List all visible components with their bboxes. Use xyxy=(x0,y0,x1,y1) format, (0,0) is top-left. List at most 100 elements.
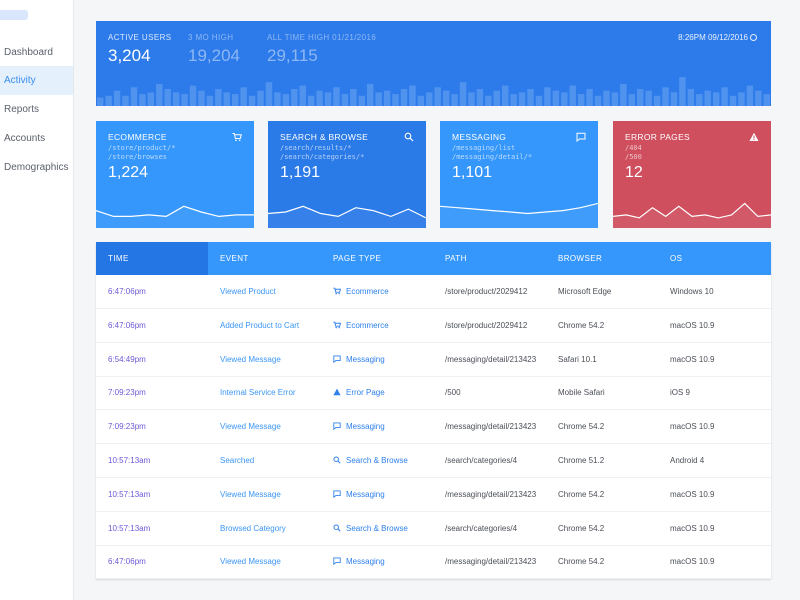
activity-bar xyxy=(299,85,306,106)
cell-event[interactable]: Viewed Message xyxy=(220,354,281,364)
sidebar-item-activity[interactable]: Activity xyxy=(0,66,73,95)
activity-bar xyxy=(341,94,349,106)
cell-page-type: Messaging xyxy=(333,478,385,512)
activity-bar xyxy=(333,87,340,106)
all-time-high-label: ALL TIME HIGH 01/21/2016 xyxy=(267,33,377,42)
cell-time: 6:47:06pm xyxy=(108,287,146,296)
column-header-time[interactable]: TIME xyxy=(96,242,208,275)
activity-bar xyxy=(451,94,458,106)
page-type-label: Search & Browse xyxy=(346,456,408,465)
table-row[interactable]: 6:47:06pm Viewed Product Ecommerce/store/p… xyxy=(96,275,771,309)
sidebar-item-accounts[interactable]: Accounts xyxy=(0,124,73,153)
page-type-label: Ecommerce xyxy=(346,320,389,330)
activity-bar xyxy=(603,90,610,106)
card-error-pages[interactable]: ERROR PAGES /404 /500 12 xyxy=(613,121,771,228)
activity-bar xyxy=(628,94,635,106)
cell-event[interactable]: Browsed Category xyxy=(220,523,286,533)
cell-os: macOS 10.9 xyxy=(670,523,715,533)
activity-bar xyxy=(367,83,374,106)
cell-browser: Chrome 54.2 xyxy=(558,320,605,330)
cell-browser: Safari 10.1 xyxy=(558,354,597,364)
card-path: /store/product/* xyxy=(108,144,176,152)
column-header-os[interactable]: OS xyxy=(670,254,683,263)
sparkline-area xyxy=(268,206,426,228)
sidebar-item-label: Reports xyxy=(4,104,40,115)
active-users-panel: ACTIVE USERS 3,204 3 MO HIGH 19,204 ALL … xyxy=(96,21,771,106)
cell-page-type: Messaging xyxy=(333,343,385,377)
card-search-browse[interactable]: SEARCH & BROWSE /search/results/* /searc… xyxy=(268,121,426,228)
table-row[interactable]: 10:57:13am Browsed Category Search & Brows… xyxy=(96,512,771,546)
active-users-stat: ACTIVE USERS 3,204 xyxy=(108,33,171,66)
cell-browser: Chrome 54.2 xyxy=(558,489,605,499)
cell-event[interactable]: Viewed Product xyxy=(220,287,276,296)
cell-event[interactable]: Added Product to Cart xyxy=(220,320,300,330)
table-row[interactable]: 6:47:06pm Viewed Message Messaging/messagi… xyxy=(96,545,771,580)
cell-browser: Chrome 51.2 xyxy=(558,456,605,465)
cell-path: /messaging/detail/213423 xyxy=(445,489,537,499)
column-header-event[interactable]: EVENT xyxy=(220,254,249,263)
activity-bar xyxy=(156,83,163,106)
cell-path: /messaging/detail/213423 xyxy=(445,557,537,567)
cell-page-type: Messaging xyxy=(333,410,385,444)
activity-bar xyxy=(358,95,365,106)
activity-bar xyxy=(375,92,382,106)
table-row[interactable]: 6:54:49pm Viewed Message Messaging/messagi… xyxy=(96,343,771,377)
activity-bar xyxy=(442,90,450,106)
card-ecommerce[interactable]: ECOMMERCE /store/product/* /store/browse… xyxy=(96,121,254,228)
card-path: /messaging/detail/* xyxy=(452,153,533,161)
cell-os: iOS 9 xyxy=(670,388,691,398)
warning-icon xyxy=(749,132,759,141)
table-row[interactable]: 7:09:23pm Viewed Message Messaging/messagi… xyxy=(96,410,771,445)
card-value: 12 xyxy=(625,164,643,181)
activity-bar xyxy=(139,94,146,106)
activity-bar xyxy=(679,77,686,106)
column-header-browser[interactable]: BROWSER xyxy=(558,254,603,263)
cell-event[interactable]: Searched xyxy=(220,456,255,465)
activity-bar xyxy=(434,87,441,106)
cell-page-type: Error Page xyxy=(333,376,385,410)
cell-page-type: Ecommerce xyxy=(333,309,389,343)
table-row[interactable]: 7:09:23pm Internal Service Error Error Pag… xyxy=(96,376,771,411)
activity-bar xyxy=(459,82,467,106)
activity-bar xyxy=(324,92,332,106)
cell-event[interactable]: Internal Service Error xyxy=(220,388,296,398)
table-row[interactable]: 10:57:13am Searched Search & Browse/search… xyxy=(96,444,771,478)
sparkline xyxy=(268,205,426,219)
page-type-label: Search & Browse xyxy=(346,523,408,533)
cell-os: macOS 10.9 xyxy=(670,422,715,432)
sidebar-item-label: Activity xyxy=(4,75,36,86)
activity-bar xyxy=(485,95,492,106)
card-messaging[interactable]: MESSAGING /messaging/list /messaging/det… xyxy=(440,121,598,228)
page-type-label: Ecommerce xyxy=(346,287,389,296)
activity-bar xyxy=(468,92,475,106)
column-header-page-type[interactable]: PAGE TYPE xyxy=(333,254,382,263)
cell-path: /messaging/detail/213423 xyxy=(445,354,537,364)
active-users-value: 3,204 xyxy=(108,46,151,65)
activity-bar xyxy=(172,92,180,106)
cell-event[interactable]: Viewed Message xyxy=(220,489,281,499)
cell-browser: Chrome 54.2 xyxy=(558,523,605,533)
sparkline-area xyxy=(96,206,254,228)
activity-bar xyxy=(215,89,222,106)
sidebar-item-reports[interactable]: Reports xyxy=(0,95,73,124)
card-path: /search/categories/* xyxy=(280,153,365,161)
activity-bar xyxy=(721,87,728,106)
activity-bar xyxy=(653,95,661,106)
activity-bar xyxy=(147,92,155,106)
column-header-path[interactable]: PATH xyxy=(445,254,467,263)
activity-bar xyxy=(637,89,644,106)
activity-bar xyxy=(552,90,560,106)
cell-time: 10:57:13am xyxy=(108,456,151,465)
activity-bar xyxy=(257,90,264,106)
activity-bar xyxy=(232,94,239,106)
activity-bar xyxy=(586,89,593,106)
table-row[interactable]: 10:57:13am Viewed Message Messaging/messag… xyxy=(96,478,771,512)
sidebar-item-label: Demographics xyxy=(4,162,69,173)
sidebar-item-demographics[interactable]: Demographics xyxy=(0,153,73,182)
cell-event[interactable]: Viewed Message xyxy=(220,557,281,567)
sidebar-item-dashboard[interactable]: Dashboard xyxy=(0,38,73,67)
activity-bar xyxy=(518,92,526,106)
cart-icon xyxy=(232,133,242,142)
table-row[interactable]: 6:47:06pm Added Product to Cart Ecommerce /… xyxy=(96,309,771,343)
cell-event[interactable]: Viewed Message xyxy=(220,422,281,432)
